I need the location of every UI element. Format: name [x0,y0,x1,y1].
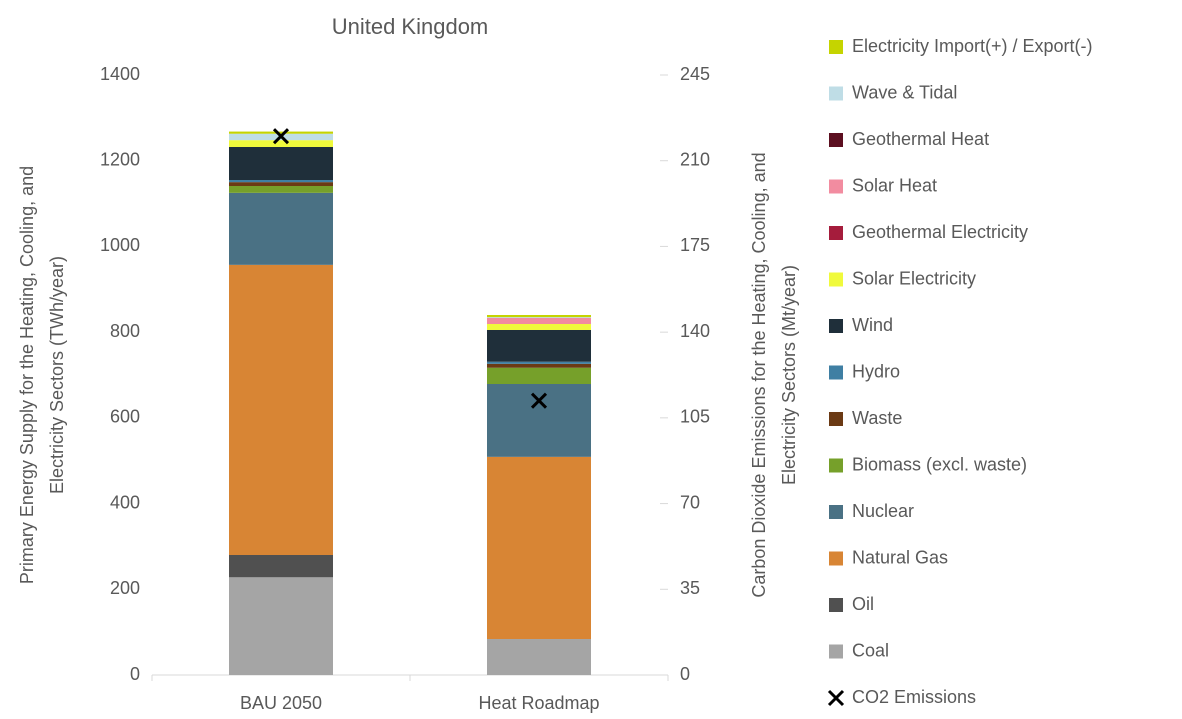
legend-label: Solar Heat [852,175,937,195]
legend-label: Wave & Tidal [852,82,957,102]
legend-swatch [829,133,843,147]
legend-label: Biomass (excl. waste) [852,454,1027,474]
y-tick-label: 600 [110,407,140,427]
y-tick-label: 200 [110,578,140,598]
x-tick-label: BAU 2050 [240,693,322,713]
bar-segment [487,318,591,324]
legend-swatch [829,598,843,612]
legend-label: Nuclear [852,501,914,521]
legend-label: CO2 Emissions [852,687,976,707]
y-axis-title-line: Electricity Sectors (TWh/year) [47,256,67,494]
bar-segment [229,140,333,147]
y2-tick-label: 70 [680,492,700,512]
y-axis-title-line: Primary Energy Supply for the Heating, C… [17,166,37,584]
bar-segment [487,363,591,368]
legend-label: Geothermal Heat [852,129,989,149]
legend-swatch [829,505,843,519]
y-tick-label: 800 [110,321,140,341]
legend-label: Waste [852,408,902,428]
legend-swatch [829,272,843,287]
legend-label: Coal [852,640,889,660]
y2-tick-label: 140 [680,321,710,341]
legend-swatch [829,644,843,659]
legend-swatch [829,412,843,426]
legend-marker [827,689,845,707]
bar-segment [487,361,591,364]
y2-tick-label: 210 [680,149,710,169]
legend-swatch [829,551,843,566]
legend-swatch [829,226,843,240]
y-axis-title: Primary Energy Supply for the Heating, C… [17,166,67,584]
bar-segment [229,264,333,555]
legend-label: Geothermal Electricity [852,222,1028,242]
legend-swatch [829,458,843,473]
y-tick-label: 400 [110,492,140,512]
legend-swatch [829,365,843,380]
y2-tick-label: 35 [680,578,700,598]
bar-segment [487,367,591,384]
y2-axis-title: Carbon Dioxide Emissions for the Heating… [749,152,799,597]
legend-swatch [829,319,843,333]
y2-tick-label: 175 [680,235,710,255]
bar-segment [229,555,333,578]
y-tick-label: 1400 [100,64,140,84]
co2-marker [272,128,290,145]
x-tick-label: Heat Roadmap [478,693,599,713]
y2-tick-label: 105 [680,407,710,427]
y-tick-label: 1200 [100,149,140,169]
bar-segment [229,186,333,193]
bar-segment [229,182,333,186]
legend-swatch [829,40,843,54]
bar-segment [229,147,333,180]
bar-segment [229,192,333,265]
bar-segment [229,577,333,675]
bar-segment [487,330,591,362]
bar-segment [229,180,333,183]
bar-segment [229,131,333,134]
legend-label: Wind [852,315,893,335]
legend-swatch [829,86,843,101]
legend-label: Oil [852,594,874,614]
bar-segment [487,456,591,639]
y-tick-label: 1000 [100,235,140,255]
bar-segment [487,315,591,318]
legend-label: Solar Electricity [852,268,976,288]
bar-segment [487,384,591,457]
y2-axis-title-line: Carbon Dioxide Emissions for the Heating… [749,152,769,597]
co2-marker [530,392,548,409]
y2-tick-label: 245 [680,64,710,84]
legend-label: Electricity Import(+) / Export(-) [852,36,1093,56]
bar-segment [487,324,591,330]
bar-segment [487,317,591,318]
bar-segment [487,639,591,675]
legend-swatch [829,179,843,194]
chart-title: United Kingdom [332,14,489,39]
legend-label: Natural Gas [852,547,948,567]
y2-axis-title-line: Electricity Sectors (Mt/year) [779,265,799,485]
legend-label: Hydro [852,361,900,381]
y2-tick-label: 0 [680,664,690,684]
y-tick-label: 0 [130,664,140,684]
